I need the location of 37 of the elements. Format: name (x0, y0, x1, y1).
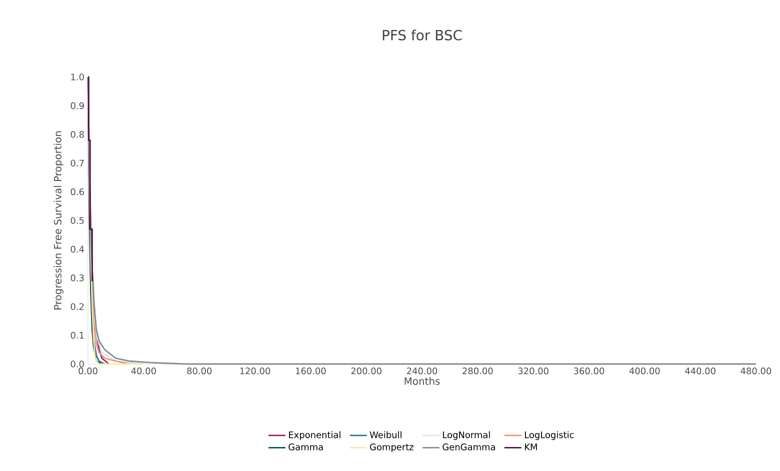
y-tick-label: 0.8 (70, 131, 84, 138)
y-tick-label: 0.0 (70, 360, 84, 368)
x-tick-label: 120.00 (240, 368, 270, 374)
legend-label: Exponential (289, 431, 340, 440)
y-tick-label: 0.2 (70, 303, 84, 310)
legend-label: GenGamma (442, 444, 495, 450)
x-tick-label: 80.00 (187, 368, 212, 374)
x-tick-label: 40.00 (131, 368, 156, 374)
x-tick-label: 480.00 (740, 368, 772, 374)
y-axis-title: Progression Free Survival Proportion (54, 131, 64, 310)
y-tick-label: 0.9 (70, 102, 84, 110)
legend-label: LogNormal (443, 431, 490, 440)
x-tick-label: 360.00 (574, 368, 604, 374)
x-tick-label: 0.00 (78, 368, 98, 374)
y-tick-label: 0.1 (70, 332, 84, 339)
x-tick-label: 240.00 (406, 368, 438, 374)
y-tick-label: 0.3 (70, 274, 84, 282)
x-tick-label: 280.00 (462, 368, 493, 374)
x-tick-label: 160.00 (296, 368, 326, 374)
legend-label: Gompertz (370, 444, 414, 452)
x-tick-label: 400.00 (629, 368, 660, 374)
chart-title: PFS for BSC (382, 30, 462, 40)
line-series (87, 76, 94, 282)
y-tick-label: 0.7 (70, 160, 84, 166)
x-tick-label: 320.00 (518, 368, 548, 374)
y-tick-label: 1.0 (71, 74, 84, 80)
x-tick-label: 440.00 (685, 368, 716, 374)
x-axis-title: Months (404, 377, 440, 385)
y-tick-label: 0.4 (70, 246, 84, 253)
y-tick-label: 0.6 (70, 188, 84, 196)
legend-label: Gamma (288, 444, 323, 450)
line-series (87, 76, 757, 365)
legend-label: KM (524, 444, 537, 450)
legend-label: Weibull (370, 431, 402, 438)
y-tick-label: 0.5 (70, 217, 84, 224)
x-tick-label: 200.00 (351, 368, 382, 374)
legend-label: LogLogistic (524, 431, 574, 440)
